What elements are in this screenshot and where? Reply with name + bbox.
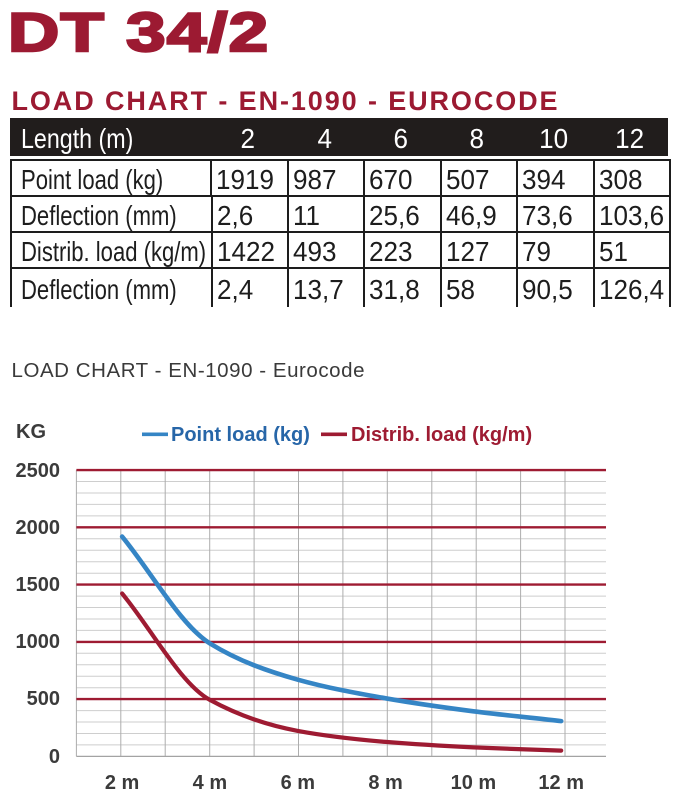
svg-text:500: 500 (27, 688, 60, 710)
svg-text:8 m: 8 m (368, 772, 402, 794)
svg-text:Point load (kg): Point load (kg) (171, 424, 310, 446)
svg-text:KG: KG (16, 421, 46, 443)
svg-text:2000: 2000 (16, 517, 61, 539)
svg-text:4 m: 4 m (193, 772, 227, 794)
svg-text:10 m: 10 m (451, 772, 497, 794)
svg-text:2 m: 2 m (105, 772, 139, 794)
svg-text:6 m: 6 m (281, 772, 315, 794)
svg-text:0: 0 (49, 746, 60, 768)
svg-text:Distrib. load (kg/m): Distrib. load (kg/m) (351, 424, 532, 446)
svg-text:2500: 2500 (16, 460, 61, 482)
svg-text:1000: 1000 (16, 631, 61, 653)
svg-text:1500: 1500 (16, 574, 61, 596)
svg-text:12 m: 12 m (538, 772, 584, 794)
